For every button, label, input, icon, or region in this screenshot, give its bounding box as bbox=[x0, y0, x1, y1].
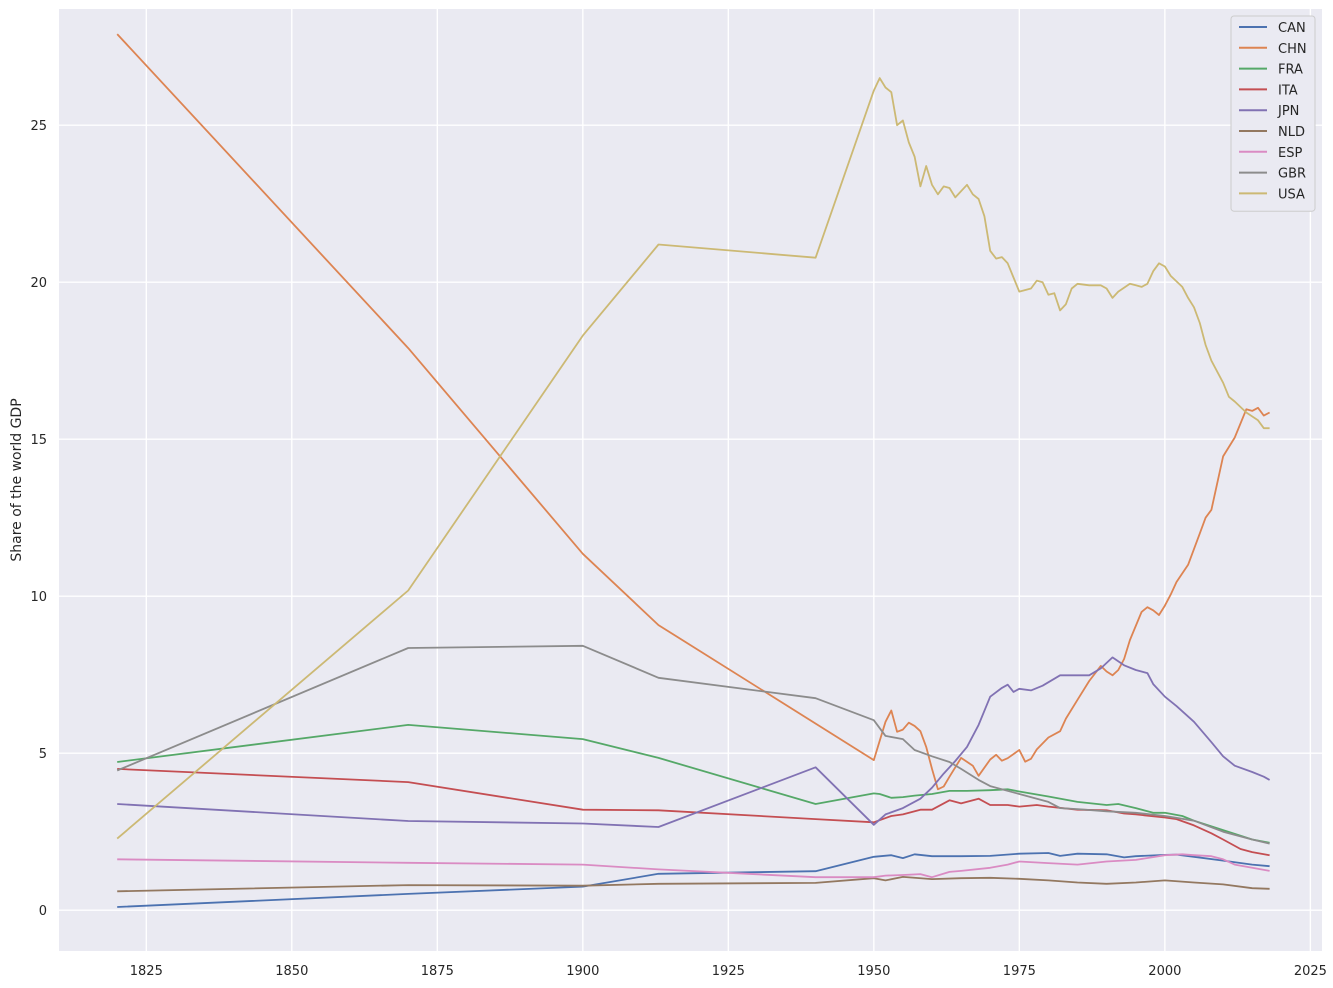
legend-label-chn: CHN bbox=[1278, 42, 1307, 57]
x-tick-label: 2000 bbox=[1148, 964, 1181, 979]
series-line-ita bbox=[117, 768, 1270, 857]
series-line-usa bbox=[116, 77, 1270, 840]
y-tick-label: 5 bbox=[39, 747, 47, 762]
y-axis-label: Share of the world GDP bbox=[9, 398, 25, 561]
y-tick-label: 25 bbox=[30, 119, 47, 134]
series-line-jpn bbox=[117, 656, 1271, 828]
x-tick-label: 1875 bbox=[421, 964, 454, 979]
series-line-fra bbox=[117, 724, 1270, 844]
x-tick-label: 1925 bbox=[712, 964, 745, 979]
y-tick-label: 20 bbox=[30, 276, 47, 291]
legend-box bbox=[1230, 15, 1316, 212]
legend-label-ita: ITA bbox=[1278, 83, 1298, 98]
x-tick-label: 1975 bbox=[1003, 964, 1036, 979]
x-tick-label: 2025 bbox=[1294, 964, 1327, 979]
series-lines bbox=[116, 33, 1271, 908]
y-tick-label: 15 bbox=[30, 433, 47, 448]
y-tick-label: 10 bbox=[30, 590, 47, 605]
x-tick-label: 1950 bbox=[857, 964, 890, 979]
x-tick-label: 1825 bbox=[130, 964, 163, 979]
series-line-gbr bbox=[116, 644, 1270, 845]
legend-label-nld: NLD bbox=[1278, 125, 1305, 140]
legend-label-can: CAN bbox=[1278, 21, 1306, 36]
legend-label-fra: FRA bbox=[1278, 63, 1303, 78]
legend-label-gbr: GBR bbox=[1278, 167, 1306, 182]
y-tick-label: 0 bbox=[39, 904, 47, 919]
legend-label-jpn: JPN bbox=[1277, 104, 1299, 119]
grid bbox=[59, 9, 1322, 951]
series-line-esp bbox=[117, 853, 1270, 879]
legend-label-usa: USA bbox=[1278, 187, 1305, 202]
plot-background bbox=[59, 9, 1322, 951]
series-line-chn bbox=[116, 33, 1271, 791]
series-line-nld bbox=[117, 876, 1270, 893]
tick-labels: 1825 1850 1875 1900 1925 1950 1975 2000 20250510… bbox=[30, 119, 1326, 979]
legend-label-esp: ESP bbox=[1278, 146, 1302, 161]
x-tick-label: 1900 bbox=[566, 964, 599, 979]
x-tick-label: 1850 bbox=[275, 964, 308, 979]
legend: CAN CHN FRA ITA JPN NLD ESP GBR USA bbox=[1230, 15, 1316, 212]
